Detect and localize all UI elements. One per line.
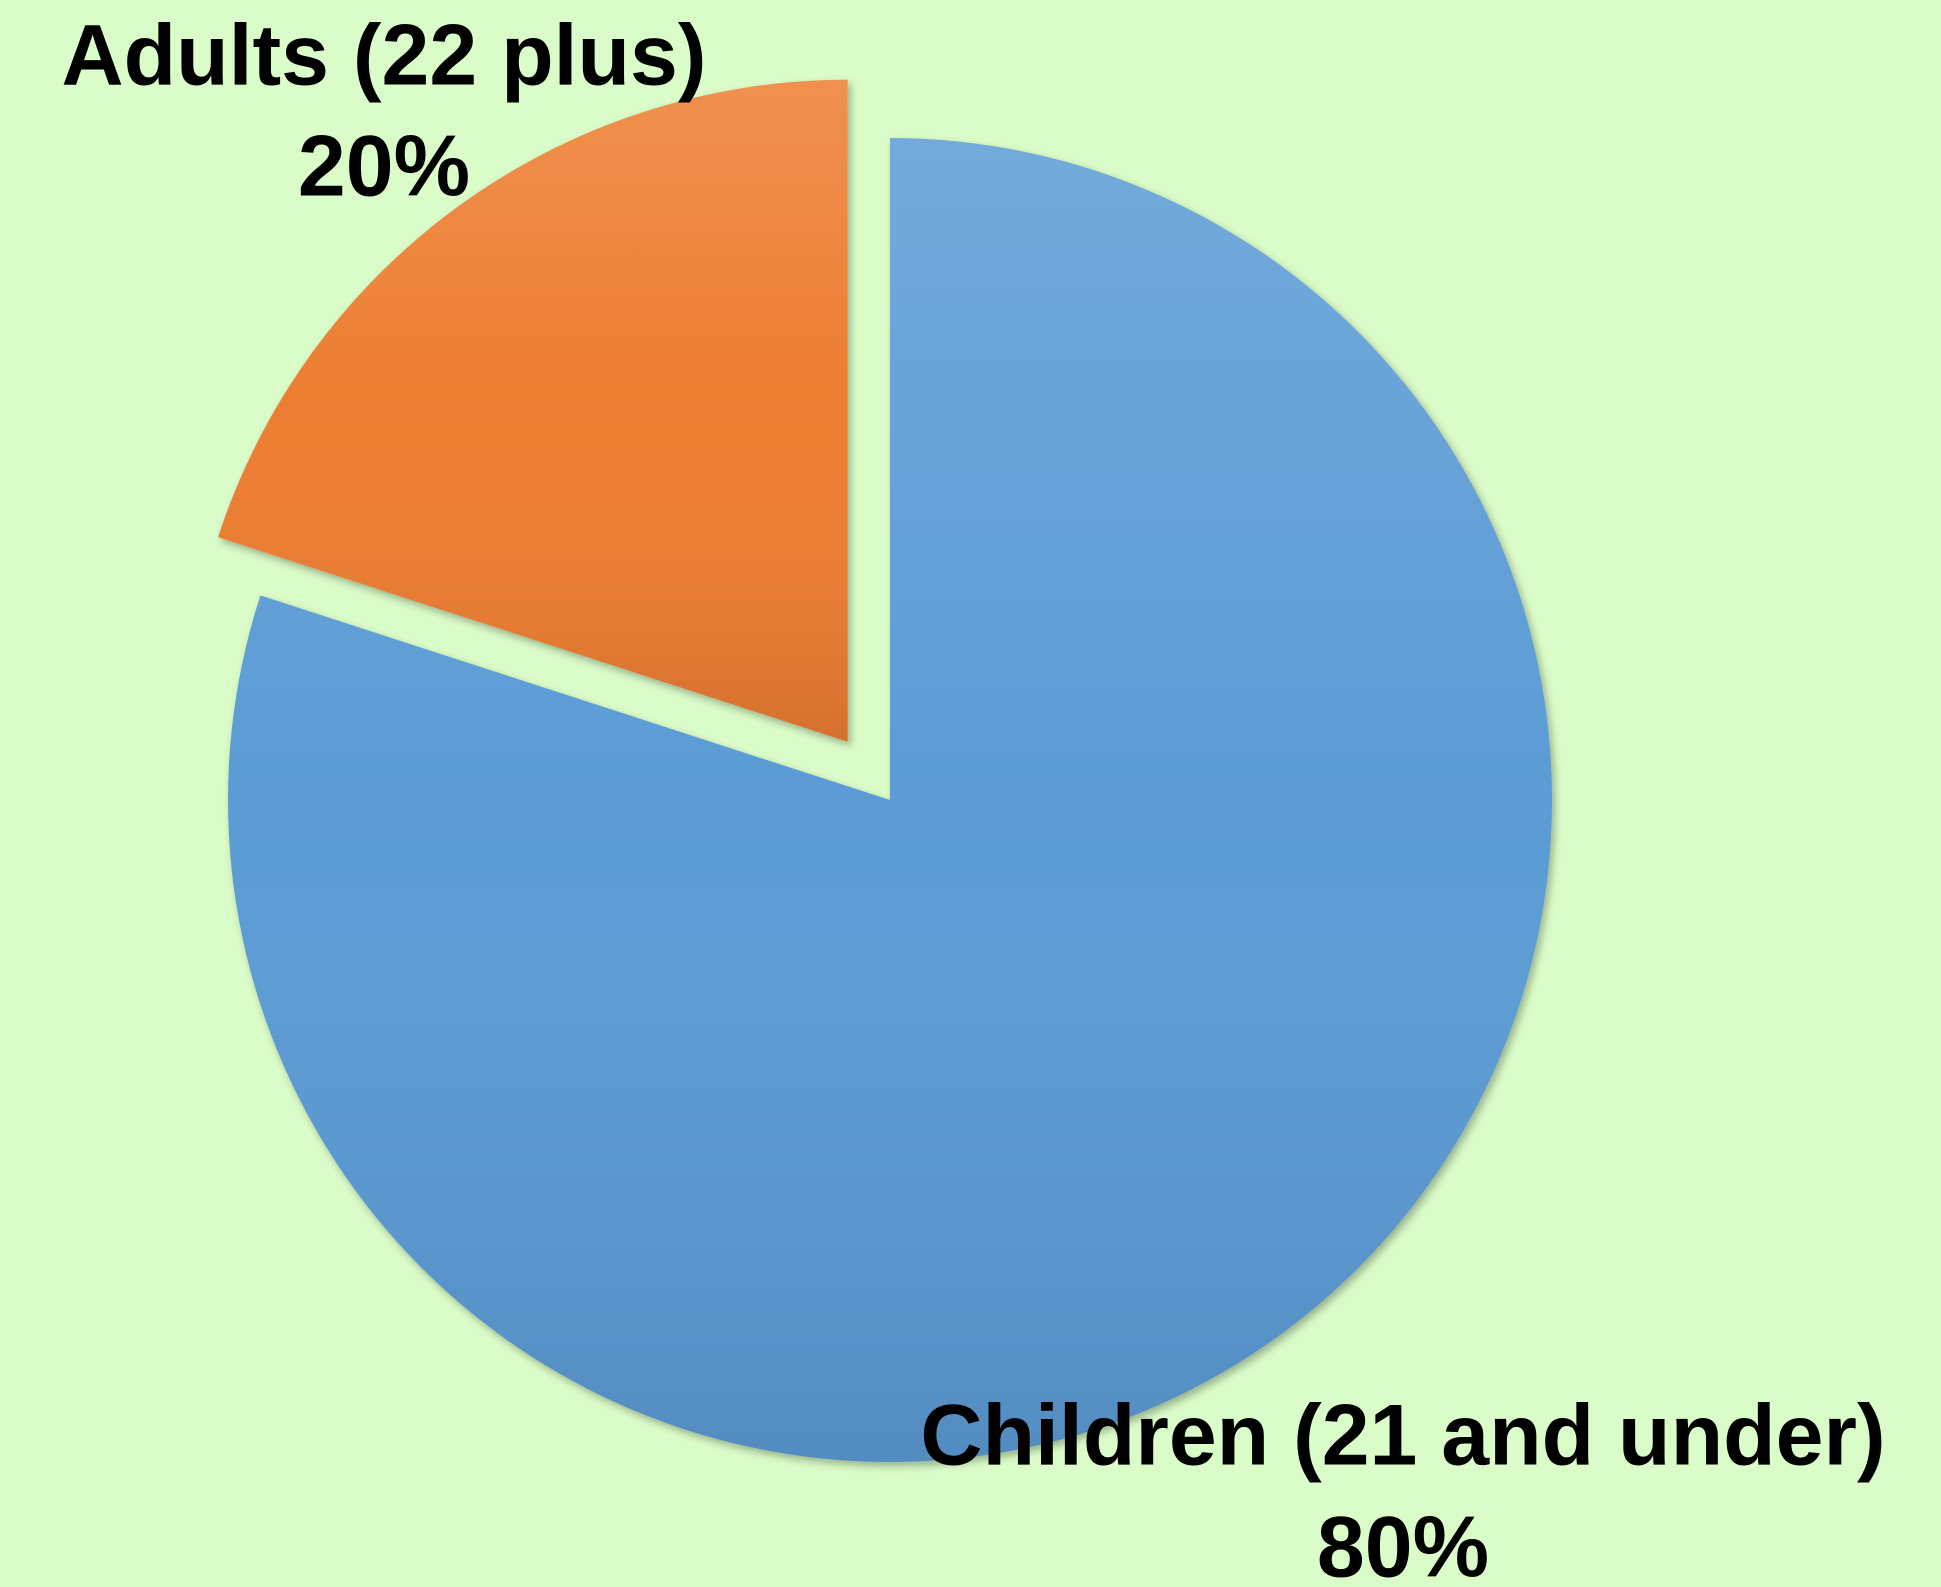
slice-label: Adults (22 plus) bbox=[61, 8, 706, 104]
slice-shade bbox=[218, 79, 848, 742]
labels: Children (21 and under) 80% Adults (22 plu… bbox=[61, 8, 1885, 1587]
slice-value-label: 80% bbox=[1317, 1500, 1489, 1587]
pie bbox=[218, 79, 1553, 1463]
slice-value-label: 20% bbox=[298, 119, 470, 215]
slice-group bbox=[218, 79, 848, 742]
slice-shade bbox=[228, 138, 1553, 1463]
slice-group bbox=[228, 138, 1553, 1463]
slice-label: Children (21 and under) bbox=[920, 1388, 1885, 1484]
